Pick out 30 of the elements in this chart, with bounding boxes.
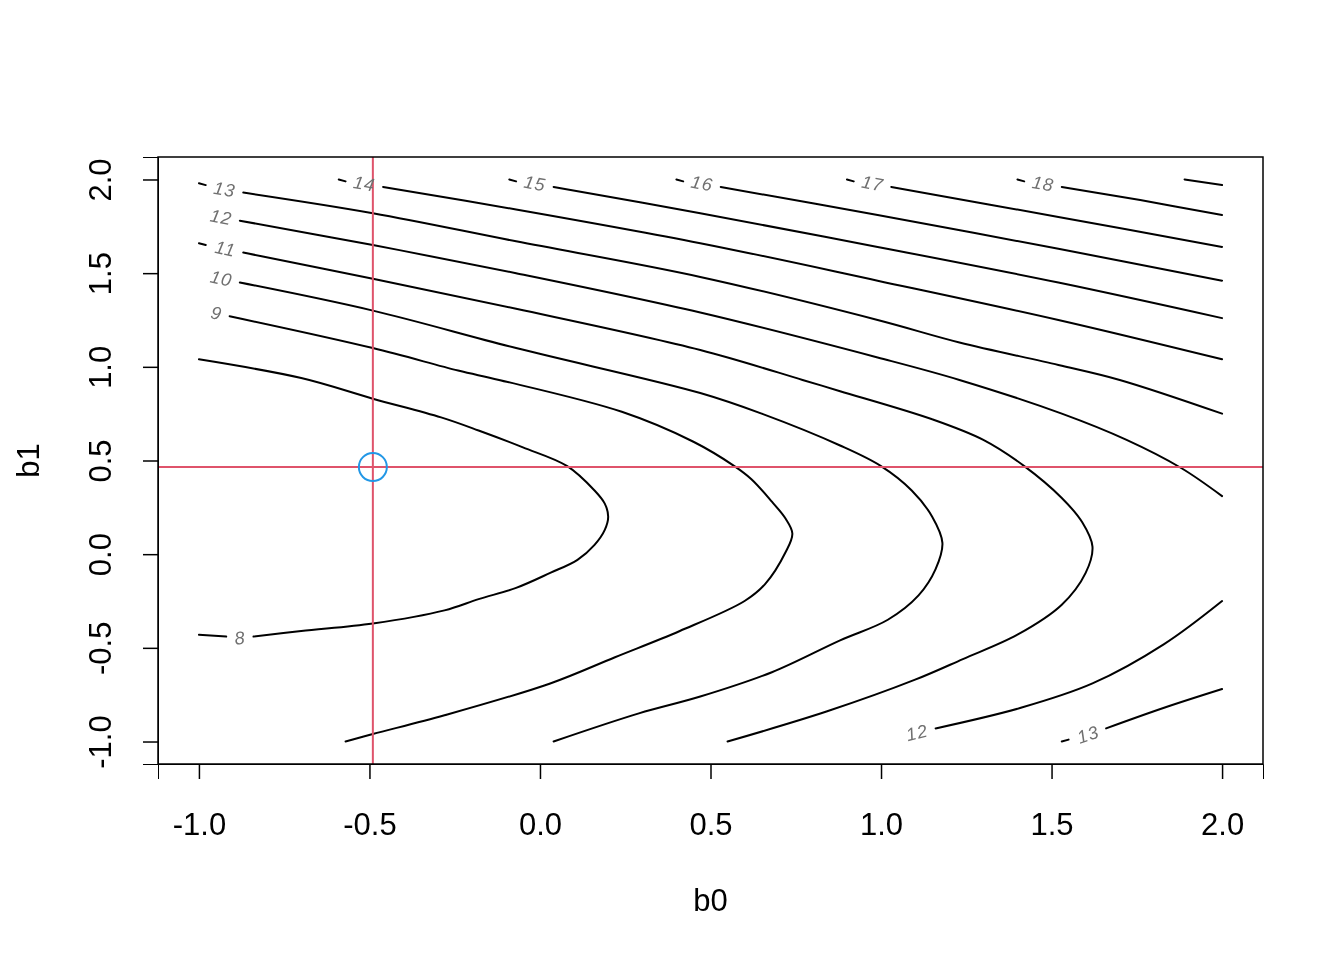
text: 14 bbox=[351, 172, 377, 196]
text: 9 bbox=[208, 302, 224, 325]
y-tick-label: -0.5 bbox=[83, 621, 118, 676]
x-tick-label: -1.0 bbox=[172, 807, 227, 843]
text: 18 bbox=[1030, 172, 1056, 196]
text: 10 bbox=[208, 266, 235, 291]
y-tick-label: 1.5 bbox=[83, 252, 118, 296]
y-tick-label: 1.0 bbox=[83, 345, 118, 389]
x-tick-label: 2.0 bbox=[1201, 807, 1245, 843]
text: 16 bbox=[689, 171, 715, 196]
text: 15 bbox=[522, 171, 548, 196]
text: 12 bbox=[904, 720, 931, 746]
y-axis-title: b1 bbox=[11, 443, 46, 478]
x-tick-label: 1.0 bbox=[859, 807, 904, 843]
x-axis-title: b0 bbox=[693, 883, 728, 918]
x-tick-label: -0.5 bbox=[343, 807, 397, 843]
text: 17 bbox=[859, 171, 886, 196]
text: 13 bbox=[1074, 721, 1102, 748]
y-tick-label: 2.0 bbox=[83, 158, 118, 202]
y-tick-label: 0.0 bbox=[83, 533, 118, 577]
x-tick-label: 1.5 bbox=[1030, 807, 1074, 843]
text: 13 bbox=[212, 178, 237, 202]
line-series bbox=[228, 315, 794, 743]
text: 8 bbox=[233, 627, 247, 649]
text: 12 bbox=[208, 205, 234, 230]
y-tick-label: -1.0 bbox=[83, 715, 118, 769]
text: 11 bbox=[213, 237, 238, 261]
y-tick-label: 0.5 bbox=[83, 439, 118, 483]
x-tick-label: 0.5 bbox=[689, 807, 733, 843]
x-tick-label: 0.0 bbox=[518, 807, 563, 843]
